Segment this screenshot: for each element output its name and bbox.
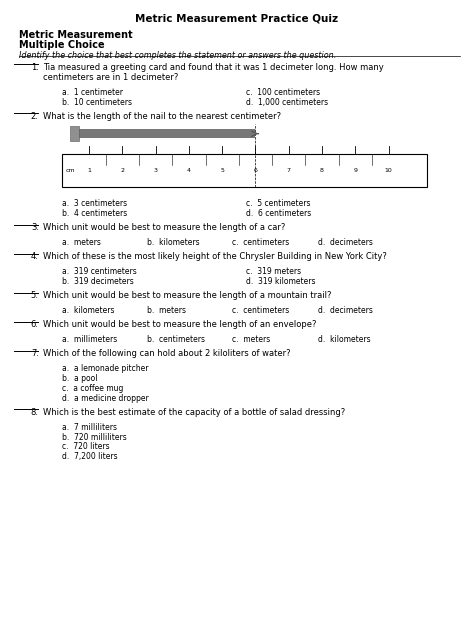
Text: c.  720 liters: c. 720 liters [62,442,109,451]
Text: b.  319 decimeters: b. 319 decimeters [62,277,133,286]
Text: 7.: 7. [31,349,39,358]
Text: a.  kilometers: a. kilometers [62,306,114,315]
Text: 3.: 3. [31,223,39,233]
Text: 4.: 4. [31,252,39,262]
Text: b.  4 centimeters: b. 4 centimeters [62,209,127,218]
Text: 2: 2 [120,168,124,173]
Text: centimeters are in 1 decimeter?: centimeters are in 1 decimeter? [43,73,178,82]
Text: 10: 10 [385,168,392,173]
FancyBboxPatch shape [62,154,427,186]
Text: 8: 8 [320,168,324,173]
Text: d.  7,200 liters: d. 7,200 liters [62,452,117,461]
Bar [78,129,255,138]
Text: Metric Measurement: Metric Measurement [19,30,133,40]
Text: c.  meters: c. meters [232,335,271,344]
Text: cm: cm [65,168,75,173]
Text: 3: 3 [154,168,158,173]
Text: a.  millimeters: a. millimeters [62,335,117,344]
Text: 6: 6 [254,168,257,173]
Text: Multiple Choice: Multiple Choice [19,40,105,51]
Text: a.  meters: a. meters [62,238,100,247]
Text: 7: 7 [287,168,291,173]
Text: d.  kilometers: d. kilometers [318,335,370,344]
Text: Which of these is the most likely height of the Chrysler Building in New York Ci: Which of these is the most likely height… [43,252,386,262]
Text: Which unit would be best to measure the length of a car?: Which unit would be best to measure the … [43,223,285,233]
Text: Which unit would be best to measure the length of a mountain trail?: Which unit would be best to measure the … [43,291,331,300]
Text: b.  centimeters: b. centimeters [147,335,205,344]
Text: 5: 5 [220,168,224,173]
Text: 5.: 5. [31,291,39,300]
Bar [70,126,79,141]
Text: b.  720 milliliters: b. 720 milliliters [62,432,127,442]
Text: d.  a medicine dropper: d. a medicine dropper [62,394,148,403]
Text: c.  5 centimeters: c. 5 centimeters [246,199,311,209]
Text: Identify the choice that best completes the statement or answers the question.: Identify the choice that best completes … [19,51,336,60]
Text: d.  decimeters: d. decimeters [318,238,373,247]
Text: Which of the following can hold about 2 kiloliters of water?: Which of the following can hold about 2 … [43,349,290,358]
Text: a.  7 milliliters: a. 7 milliliters [62,423,117,432]
Text: b.  kilometers: b. kilometers [147,238,200,247]
Text: c.  centimeters: c. centimeters [232,238,290,247]
Text: a.  3 centimeters: a. 3 centimeters [62,199,127,209]
Text: a.  a lemonade pitcher: a. a lemonade pitcher [62,364,148,374]
Text: What is the length of the nail to the nearest centimeter?: What is the length of the nail to the ne… [43,112,281,121]
Text: Tia measured a greeting card and found that it was 1 decimeter long. How many: Tia measured a greeting card and found t… [43,63,383,72]
Text: c.  100 centimeters: c. 100 centimeters [246,88,320,97]
Text: d.  319 kilometers: d. 319 kilometers [246,277,316,286]
Text: Metric Measurement Practice Quiz: Metric Measurement Practice Quiz [136,14,338,24]
Text: b.  meters: b. meters [147,306,186,315]
Text: a.  319 centimeters: a. 319 centimeters [62,267,137,276]
Text: 1: 1 [87,168,91,173]
Text: c.  319 meters: c. 319 meters [246,267,301,276]
Text: 4: 4 [187,168,191,173]
Text: Which unit would be best to measure the length of an envelope?: Which unit would be best to measure the … [43,320,316,329]
Text: 1.: 1. [31,63,39,72]
Text: d.  1,000 centimeters: d. 1,000 centimeters [246,97,328,107]
Text: c.  centimeters: c. centimeters [232,306,290,315]
Text: a.  1 centimeter: a. 1 centimeter [62,88,123,97]
Text: b.  a pool: b. a pool [62,374,97,383]
Text: 6.: 6. [31,320,39,329]
Text: 8.: 8. [31,408,39,417]
Text: d.  6 centimeters: d. 6 centimeters [246,209,312,218]
Text: 9: 9 [353,168,357,173]
Text: Which is the best estimate of the capacity of a bottle of salad dressing?: Which is the best estimate of the capaci… [43,408,345,417]
Text: c.  a coffee mug: c. a coffee mug [62,384,123,393]
Text: 2.: 2. [31,112,39,121]
Text: b.  10 centimeters: b. 10 centimeters [62,97,132,107]
Text: d.  decimeters: d. decimeters [318,306,373,315]
